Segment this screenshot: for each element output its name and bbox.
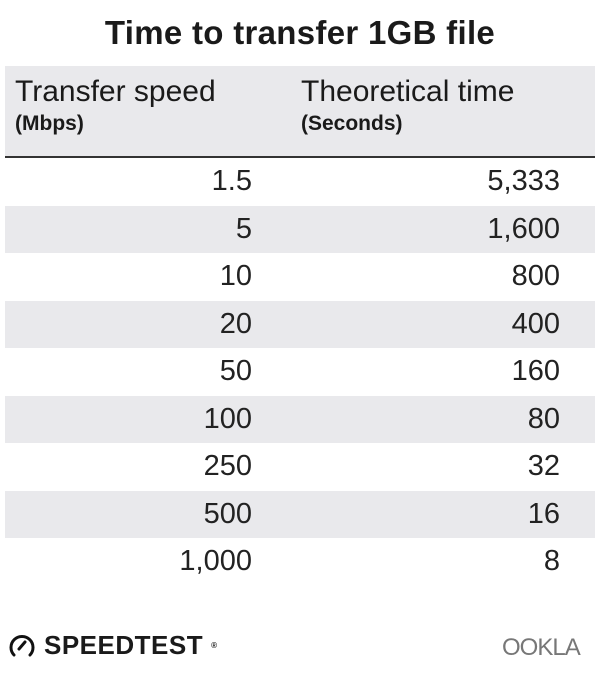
speed-cell: 250: [203, 450, 252, 482]
time-cell: 8: [543, 545, 560, 577]
speed-cell: 50: [219, 355, 252, 387]
speed-cell: 5: [235, 212, 252, 245]
header-unit: (Seconds): [301, 112, 403, 135]
speed-cell: 500: [203, 497, 252, 530]
speed-cell: 1,000: [179, 545, 252, 577]
speed-cell: 1.5: [211, 165, 252, 197]
table-body: 1.5 5,333 5 1,600 10 800 20 400 50 160 100 80 250 32 5…: [5, 158, 595, 586]
speed-cell: 100: [203, 402, 252, 435]
header-unit: (Mbps): [15, 112, 84, 135]
header-theoretical-time: Theoretical time (Seconds): [301, 74, 514, 138]
time-cell: 1,600: [487, 212, 560, 245]
speed-cell: 10: [219, 260, 252, 292]
time-cell: 16: [527, 497, 560, 530]
speedtest-wordmark: SPEEDTEST: [44, 630, 204, 660]
table-row: 1,000 8: [5, 538, 595, 586]
speedtest-logo: SPEEDTEST ®: [8, 630, 218, 661]
table-row: 500 16: [5, 490, 595, 538]
time-cell: 800: [511, 260, 560, 292]
gauge-icon: [9, 634, 35, 656]
table-row: 5 1,600: [5, 205, 595, 253]
time-cell: 5,333: [487, 165, 560, 197]
time-cell: 80: [527, 402, 560, 435]
time-cell: 400: [511, 307, 560, 340]
speed-cell: 20: [219, 307, 252, 340]
time-cell: 160: [511, 355, 560, 387]
table-row: 10 800: [5, 253, 595, 301]
header-label: Transfer speed: [15, 75, 216, 108]
header-label: Theoretical time: [301, 75, 515, 108]
table-header: Transfer speed (Mbps) Theoretical time (…: [5, 66, 595, 158]
header-transfer-speed: Transfer speed (Mbps): [15, 74, 216, 138]
table-row: 20 400: [5, 300, 595, 348]
table-row: 50 160: [5, 348, 595, 396]
table-row: 250 32: [5, 443, 595, 491]
ookla-logo: OOKLA: [502, 634, 581, 661]
time-cell: 32: [527, 450, 560, 482]
table-row: 1.5 5,333: [5, 158, 595, 206]
table-row: 100 80: [5, 395, 595, 443]
chart-title: Time to transfer 1GB file: [104, 14, 496, 51]
